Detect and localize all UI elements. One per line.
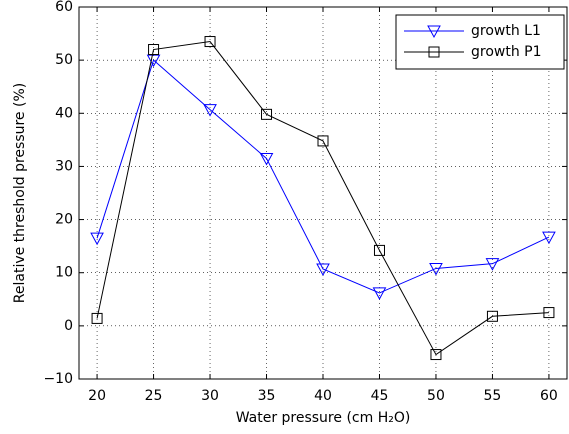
x-tick-label: 35: [258, 388, 276, 404]
x-axis-label: Water pressure (cm H₂O): [236, 410, 411, 426]
data-point: [203, 104, 217, 117]
y-tick-label: 60: [55, 0, 73, 15]
data-point: [485, 258, 500, 271]
data-point: [372, 287, 387, 300]
plot-frame: [78, 6, 568, 380]
y-tick-label: 0: [64, 318, 73, 334]
data-point: [429, 262, 443, 276]
series-line: [96, 59, 550, 294]
y-tick-label: 10: [55, 265, 73, 281]
x-tick-label: 45: [371, 388, 389, 404]
legend: growth L1 growth P1: [395, 14, 565, 70]
data-point: [261, 108, 273, 120]
data-point: [204, 36, 216, 48]
data-point: [317, 135, 329, 147]
x-tick-label: 40: [314, 388, 332, 404]
y-tick-label: 40: [55, 105, 73, 121]
data-point: [259, 152, 274, 166]
data-point: [486, 310, 498, 322]
x-tick-label: 25: [145, 388, 163, 404]
x-tick-label: 55: [484, 388, 502, 404]
x-tick-label: 60: [540, 388, 558, 404]
x-tick-label: 20: [88, 388, 106, 404]
data-point: [543, 307, 555, 319]
data-point: [91, 312, 103, 324]
data-point: [90, 232, 104, 246]
y-axis-label: Relative threshold pressure (%): [12, 83, 28, 303]
y-tick-label: 20: [55, 212, 73, 228]
legend-marker: [427, 25, 441, 39]
legend-label: growth L1: [471, 23, 541, 39]
data-point: [542, 231, 556, 245]
series-line: [96, 41, 549, 356]
x-tick-label: 30: [201, 388, 219, 404]
y-tick-label: 50: [55, 52, 73, 68]
data-point: [430, 349, 442, 361]
data-point: [146, 54, 161, 68]
y-tick-label: −10: [43, 371, 73, 387]
data-point: [373, 244, 385, 256]
legend-label: growth P1: [471, 44, 542, 60]
y-tick-label: 30: [55, 158, 73, 174]
data-point: [148, 44, 160, 56]
x-tick-label: 50: [427, 388, 445, 404]
data-point: [316, 263, 330, 277]
legend-box: [395, 14, 565, 70]
legend-marker: [428, 46, 440, 58]
